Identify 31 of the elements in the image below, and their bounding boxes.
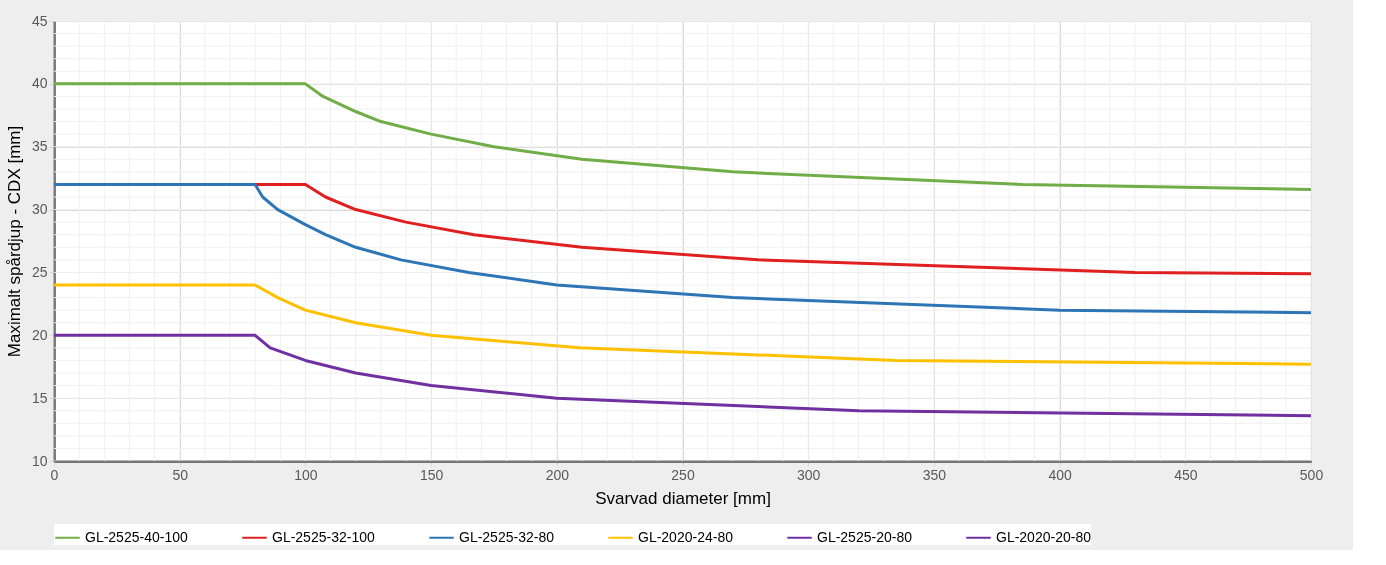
- legend-label: GL-2525-40-100: [85, 528, 188, 545]
- y-tick-label: 40: [31, 75, 48, 92]
- line-series: [52, 182, 1313, 315]
- y-tick-label: 25: [31, 263, 48, 280]
- x-tick-label: 100: [294, 466, 318, 483]
- x-tick-label: 50: [172, 466, 189, 483]
- x-tick-label: 0: [50, 466, 59, 483]
- x-tick-label: 300: [797, 466, 821, 483]
- x-tick-label: 250: [671, 466, 695, 483]
- x-tick-label: 450: [1174, 466, 1198, 483]
- y-tick-label: 15: [31, 389, 48, 406]
- x-tick-label: 500: [1299, 466, 1324, 483]
- legend-label: GL-2020-24-80: [638, 528, 734, 545]
- y-tick-label: 35: [31, 138, 48, 155]
- y-tick-label: 30: [31, 201, 48, 218]
- x-tick-label: 150: [419, 466, 444, 483]
- x-tick-label: 400: [1048, 466, 1072, 483]
- line-series: [52, 333, 1313, 418]
- line-series: [52, 82, 1313, 191]
- x-tick-label: 350: [922, 466, 947, 483]
- x-axis-title: Svarvad diameter [mm]: [595, 488, 771, 508]
- y-axis-title: Maximalt spårdjup - CDX [mm]: [4, 125, 24, 358]
- legend-label: GL-2525-20-80: [817, 528, 913, 545]
- y-tick-label: 20: [31, 326, 48, 343]
- y-tick-label: 10: [31, 452, 48, 469]
- y-tick-label: 45: [31, 12, 48, 29]
- legend-label: GL-2525-32-80: [459, 528, 555, 545]
- legend-label: GL-2020-20-80: [996, 528, 1092, 545]
- x-tick-label: 200: [545, 466, 570, 483]
- line-series: [52, 283, 1313, 366]
- legend-label: GL-2525-32-100: [272, 528, 375, 545]
